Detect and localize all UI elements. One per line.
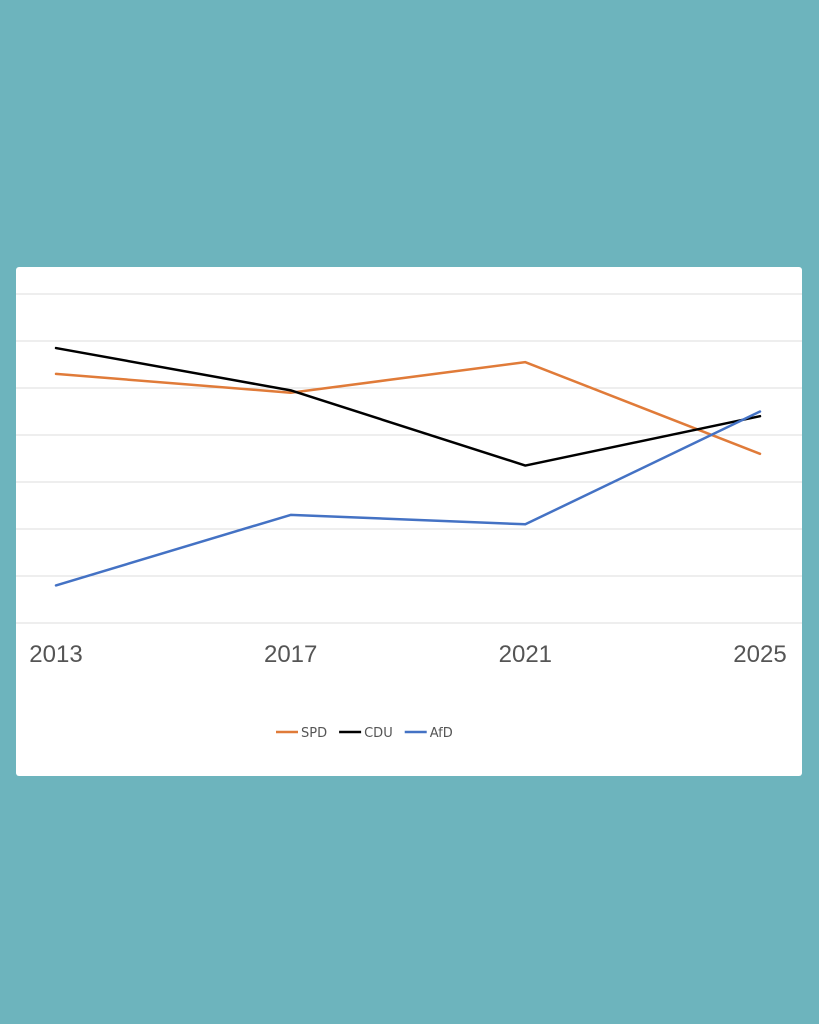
- legend-label-spd: SPD: [301, 726, 327, 741]
- line-chart: 2013 2017 2021 2025 SPD CDU AfD: [16, 293, 802, 741]
- legend-label-cdu: CDU: [364, 726, 393, 741]
- legend-label-afd: AfD: [430, 726, 453, 741]
- legend: SPD CDU AfD: [276, 726, 453, 741]
- chart-card: 2013 2017 2021 2025 SPD CDU AfD: [16, 267, 802, 776]
- series-line-afd: [54, 410, 762, 587]
- series-lines: [54, 346, 762, 587]
- x-axis-tick-labels: 2013 2017 2021 2025: [29, 641, 786, 668]
- x-tick-label-2021: 2021: [499, 641, 552, 668]
- x-tick-label-2013: 2013: [29, 641, 82, 668]
- gridlines: [16, 293, 802, 624]
- series-line-cdu: [54, 346, 762, 467]
- x-tick-label-2017: 2017: [264, 641, 317, 668]
- series-line-spd: [54, 360, 762, 456]
- x-tick-label-2025: 2025: [733, 641, 786, 668]
